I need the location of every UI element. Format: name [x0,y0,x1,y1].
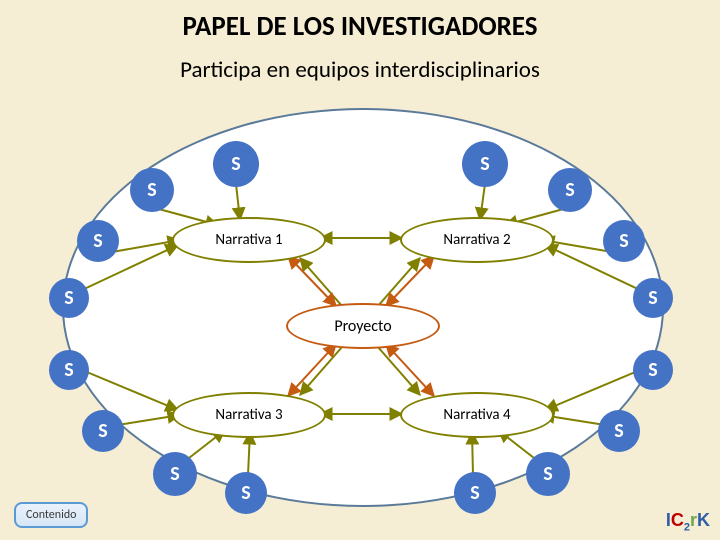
narrative-node: Narrativa 1 [172,217,326,263]
project-node: Proyecto [286,303,440,349]
s-node: S [82,410,124,452]
s-node: S [633,350,673,390]
narrative-node: Narrativa 3 [172,392,326,438]
s-node: S [633,278,673,318]
s-node: S [213,141,259,187]
s-node: S [454,472,496,514]
s-node: S [526,452,570,496]
s-node: S [225,472,267,514]
s-node: S [462,141,508,187]
narrative-node: Narrativa 4 [400,392,554,438]
s-node: S [130,168,174,212]
s-node: S [49,278,89,318]
s-node: S [603,220,645,262]
narrative-node: Narrativa 2 [400,217,554,263]
logo: IC2rK [666,510,710,534]
page-title: PAPEL DE LOS INVESTIGADORES [0,10,720,43]
contenido-button[interactable]: Contenido [14,502,88,528]
s-node: S [548,168,592,212]
s-node: S [77,220,119,262]
stage: PAPEL DE LOS INVESTIGADORES Participa en… [0,0,720,540]
s-node: S [153,452,197,496]
s-node: S [598,410,640,452]
s-node: S [49,350,89,390]
contenido-label: Contenido [26,508,76,522]
page-subtitle: Participa en equipos interdisciplinarios [0,56,720,84]
project-label: Proyecto [334,317,391,336]
